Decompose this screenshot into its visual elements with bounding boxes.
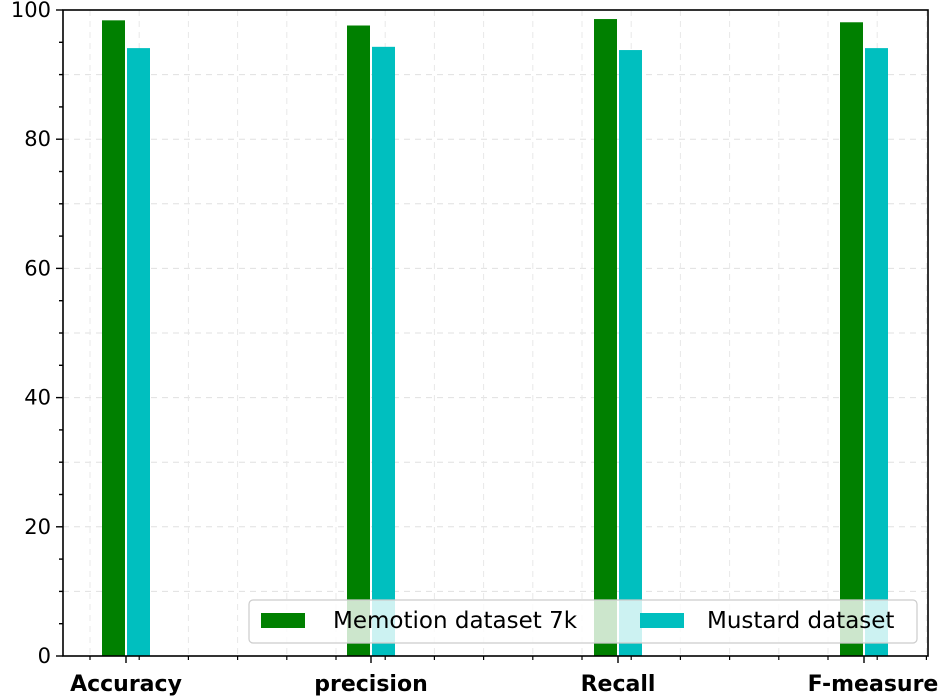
tick-layer [56, 9, 928, 663]
bar-f-measure-memotion [840, 22, 863, 657]
bar-accuracy-mustard [127, 48, 150, 656]
x-category-label: Recall [581, 672, 656, 696]
y-tick-label: 40 [24, 386, 51, 410]
legend-swatch-memotion [261, 613, 305, 628]
bar-precision-mustard [372, 46, 395, 656]
bar-f-measure-mustard [865, 48, 888, 656]
y-tick-label: 80 [24, 127, 51, 151]
legend-box [248, 599, 918, 644]
grid-layer [63, 9, 928, 657]
legend-label-mustard: Mustard dataset [707, 608, 894, 634]
y-tick-label: 0 [38, 644, 51, 668]
x-category-label: Accuracy [70, 672, 182, 696]
x-category-label: precision [314, 672, 428, 696]
y-tick-label: 60 [24, 256, 51, 280]
y-tick-label: 20 [24, 515, 51, 539]
legend-swatch-mustard [640, 613, 684, 628]
x-category-label: F-measure [808, 672, 939, 696]
legend: Memotion dataset 7k Mustard dataset [248, 599, 918, 644]
y-tick-label: 100 [11, 0, 51, 22]
label-layer: 0 20 40 60 80 100 Accuracy precision Recall F-mea… [11, 0, 938, 696]
bar-layer [102, 19, 888, 657]
bar-recall-memotion [594, 19, 617, 656]
legend-label-memotion: Memotion dataset 7k [333, 608, 578, 634]
bar-accuracy-memotion [102, 20, 125, 657]
bar-precision-memotion [347, 25, 370, 656]
bar-recall-mustard [619, 50, 642, 656]
